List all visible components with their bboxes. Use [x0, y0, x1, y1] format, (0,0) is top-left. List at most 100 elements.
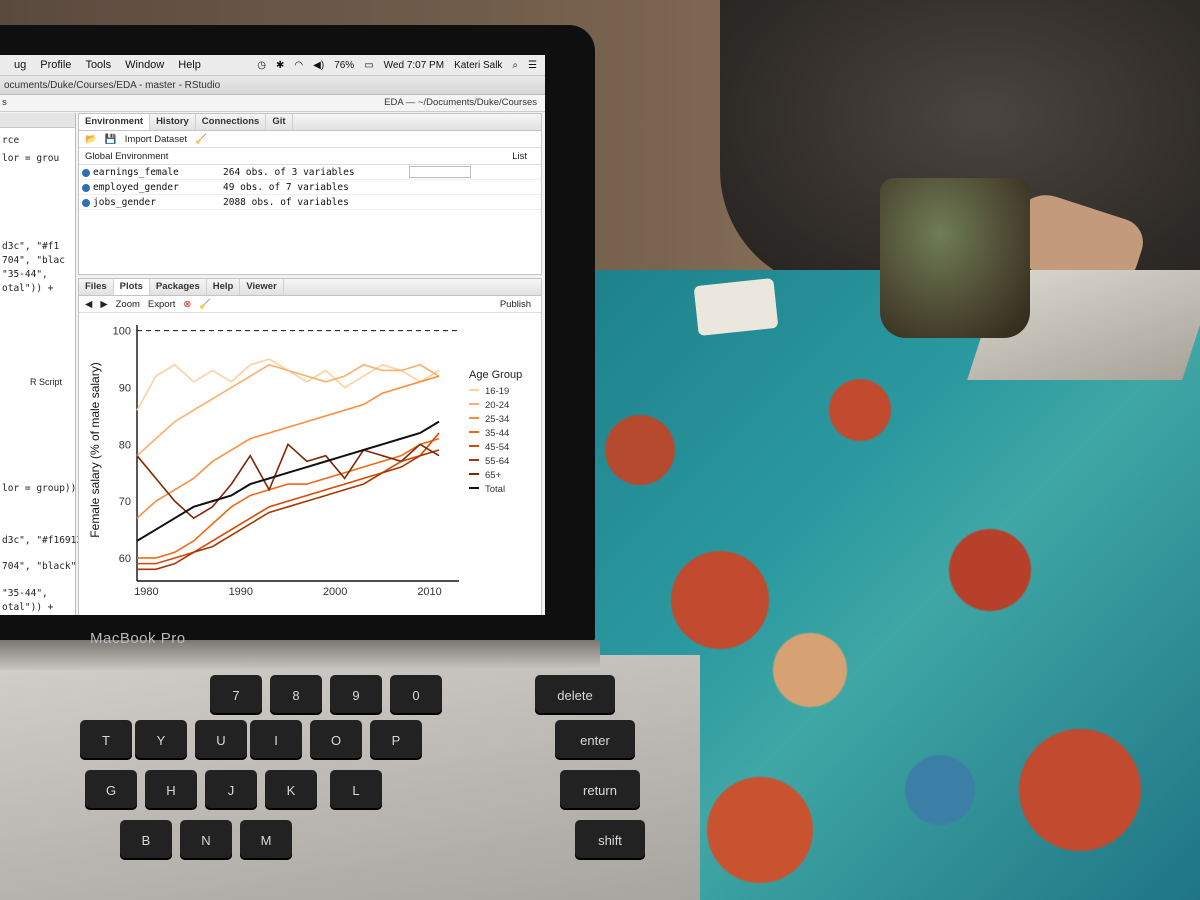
volume-icon[interactable]: ◀): [313, 59, 325, 71]
menu-item-profile[interactable]: Profile: [40, 59, 72, 71]
key-8[interactable]: 8: [270, 675, 322, 715]
code-line[interactable]: "35-44",: [2, 269, 48, 280]
menu-item-tools[interactable]: Tools: [85, 59, 112, 71]
export-button[interactable]: Export: [147, 298, 176, 310]
tab-help[interactable]: Help: [207, 279, 241, 295]
key-delete[interactable]: delete: [535, 675, 615, 715]
battery-percent[interactable]: 76%: [334, 59, 355, 71]
key-i[interactable]: I: [250, 720, 302, 760]
screen: ug Profile Tools Window Help ◷ ✱ ◠ ◀) 76…: [0, 55, 545, 615]
global-environment-select[interactable]: Global Environment: [85, 150, 169, 162]
user-name[interactable]: Kateri Salk: [454, 59, 503, 71]
bluetooth-icon[interactable]: ✱: [276, 59, 285, 71]
notification-icon[interactable]: ☰: [528, 59, 537, 71]
x-tick-label: 1990: [229, 586, 253, 598]
key-p[interactable]: P: [370, 720, 422, 760]
env-row[interactable]: jobs_gender 2088 obs. of variables: [79, 195, 541, 210]
key-b[interactable]: B: [120, 820, 172, 860]
clock[interactable]: Wed 7:07 PM: [383, 59, 445, 71]
key-t[interactable]: T: [80, 720, 132, 760]
key-enter[interactable]: enter: [555, 720, 635, 760]
legend-label: 45-54: [485, 442, 509, 453]
open-icon[interactable]: 📂: [85, 133, 97, 145]
series-line-45-54: [137, 432, 440, 565]
key-m[interactable]: M: [240, 820, 292, 860]
view-mode-select[interactable]: List: [512, 150, 527, 162]
save-icon[interactable]: 💾: [104, 133, 117, 145]
env-var-name: jobs_gender: [79, 197, 223, 208]
code-line[interactable]: lor = grou: [2, 153, 60, 164]
mac-menubar: ug Profile Tools Window Help ◷ ✱ ◠ ◀) 76…: [0, 55, 545, 76]
series-line-35-44: [137, 437, 440, 559]
laptop-hinge: [0, 640, 600, 670]
code-line[interactable]: rce: [2, 135, 20, 146]
env-search-input[interactable]: [409, 166, 471, 178]
ceramic-mug: [880, 178, 1030, 338]
code-line[interactable]: otal")) +: [2, 283, 54, 294]
code-line[interactable]: "35-44",: [2, 588, 48, 599]
script-type[interactable]: R Script: [30, 377, 63, 387]
source-tabbar[interactable]: [0, 113, 75, 128]
key-7[interactable]: 7: [210, 675, 262, 715]
code-line[interactable]: 704", "black"): [2, 561, 83, 572]
menu-item-window[interactable]: Window: [125, 59, 165, 71]
import-dataset-button[interactable]: Import Dataset: [124, 133, 187, 145]
menu-item-help[interactable]: Help: [178, 59, 201, 71]
broom-icon[interactable]: 🧹: [195, 133, 207, 145]
key-h[interactable]: H: [145, 770, 197, 810]
code-line[interactable]: otal")) +: [2, 602, 54, 613]
key-k[interactable]: K: [265, 770, 317, 810]
x-tick-label: 2010: [417, 586, 441, 598]
key-9[interactable]: 9: [330, 675, 382, 715]
key-n[interactable]: N: [180, 820, 232, 860]
tab-viewer[interactable]: Viewer: [240, 279, 284, 295]
remove-plot-icon[interactable]: ⊗: [183, 298, 192, 310]
tab-files[interactable]: Files: [79, 279, 114, 295]
tab-connections[interactable]: Connections: [196, 114, 267, 130]
broom-icon[interactable]: 🧹: [199, 298, 212, 310]
x-tick-label: 2000: [323, 586, 347, 598]
key-g[interactable]: G: [85, 770, 137, 810]
key-0[interactable]: 0: [390, 675, 442, 715]
project-selector[interactable]: EDA — ~/Documents/Duke/Courses: [384, 97, 537, 108]
series-line-20-24: [136, 363, 440, 457]
back-arrow-icon[interactable]: ◀: [85, 298, 93, 310]
tab-packages[interactable]: Packages: [150, 279, 207, 295]
key-shift[interactable]: shift: [575, 820, 645, 860]
spotlight-icon[interactable]: ⌕: [512, 59, 519, 71]
legend-title: Age Group: [469, 369, 522, 381]
tab-git[interactable]: Git: [266, 114, 293, 130]
env-row[interactable]: earnings_female 264 obs. of 3 variables: [79, 165, 541, 180]
key-l[interactable]: L: [330, 770, 382, 810]
time-machine-icon[interactable]: ◷: [257, 59, 267, 71]
key-return[interactable]: return: [560, 770, 640, 810]
zoom-button[interactable]: Zoom: [115, 298, 140, 310]
code-line[interactable]: d3c", "#f16913: [2, 535, 83, 546]
environment-pane: Environment History Connections Git 📂 💾 …: [78, 113, 542, 275]
forward-arrow-icon[interactable]: ▶: [100, 298, 108, 310]
series-line-55-64: [137, 449, 440, 571]
tab-history[interactable]: History: [150, 114, 196, 130]
key-u[interactable]: U: [195, 720, 247, 760]
env-row[interactable]: employed_gender 49 obs. of 7 variables: [79, 180, 541, 195]
scope-toolbar: Global Environment List: [79, 148, 541, 165]
key-j[interactable]: J: [205, 770, 257, 810]
legend-label: 16-19: [485, 386, 509, 397]
key-o[interactable]: O: [310, 720, 362, 760]
code-line[interactable]: 704", "blac: [2, 255, 65, 266]
battery-icon[interactable]: ▭: [364, 59, 374, 71]
series-line-65+: [136, 442, 440, 520]
publish-button[interactable]: Publish: [499, 298, 531, 310]
left-tab-fragment[interactable]: s: [2, 97, 7, 108]
laptop-brand: MacBook Pro: [90, 630, 186, 647]
code-line[interactable]: lor = group)): [2, 483, 77, 494]
menu-item-ug[interactable]: ug: [14, 59, 27, 71]
code-line[interactable]: d3c", "#f1: [2, 241, 60, 252]
key-y[interactable]: Y: [135, 720, 187, 760]
tab-environment[interactable]: Environment: [79, 114, 151, 130]
wifi-icon[interactable]: ◠: [294, 59, 304, 71]
source-pane: lor = grou rce d3c", "#f1 704", "blac "3…: [0, 113, 82, 615]
tab-plots[interactable]: Plots: [113, 279, 150, 295]
env-var-value: 2088 obs. of variables: [223, 196, 349, 208]
